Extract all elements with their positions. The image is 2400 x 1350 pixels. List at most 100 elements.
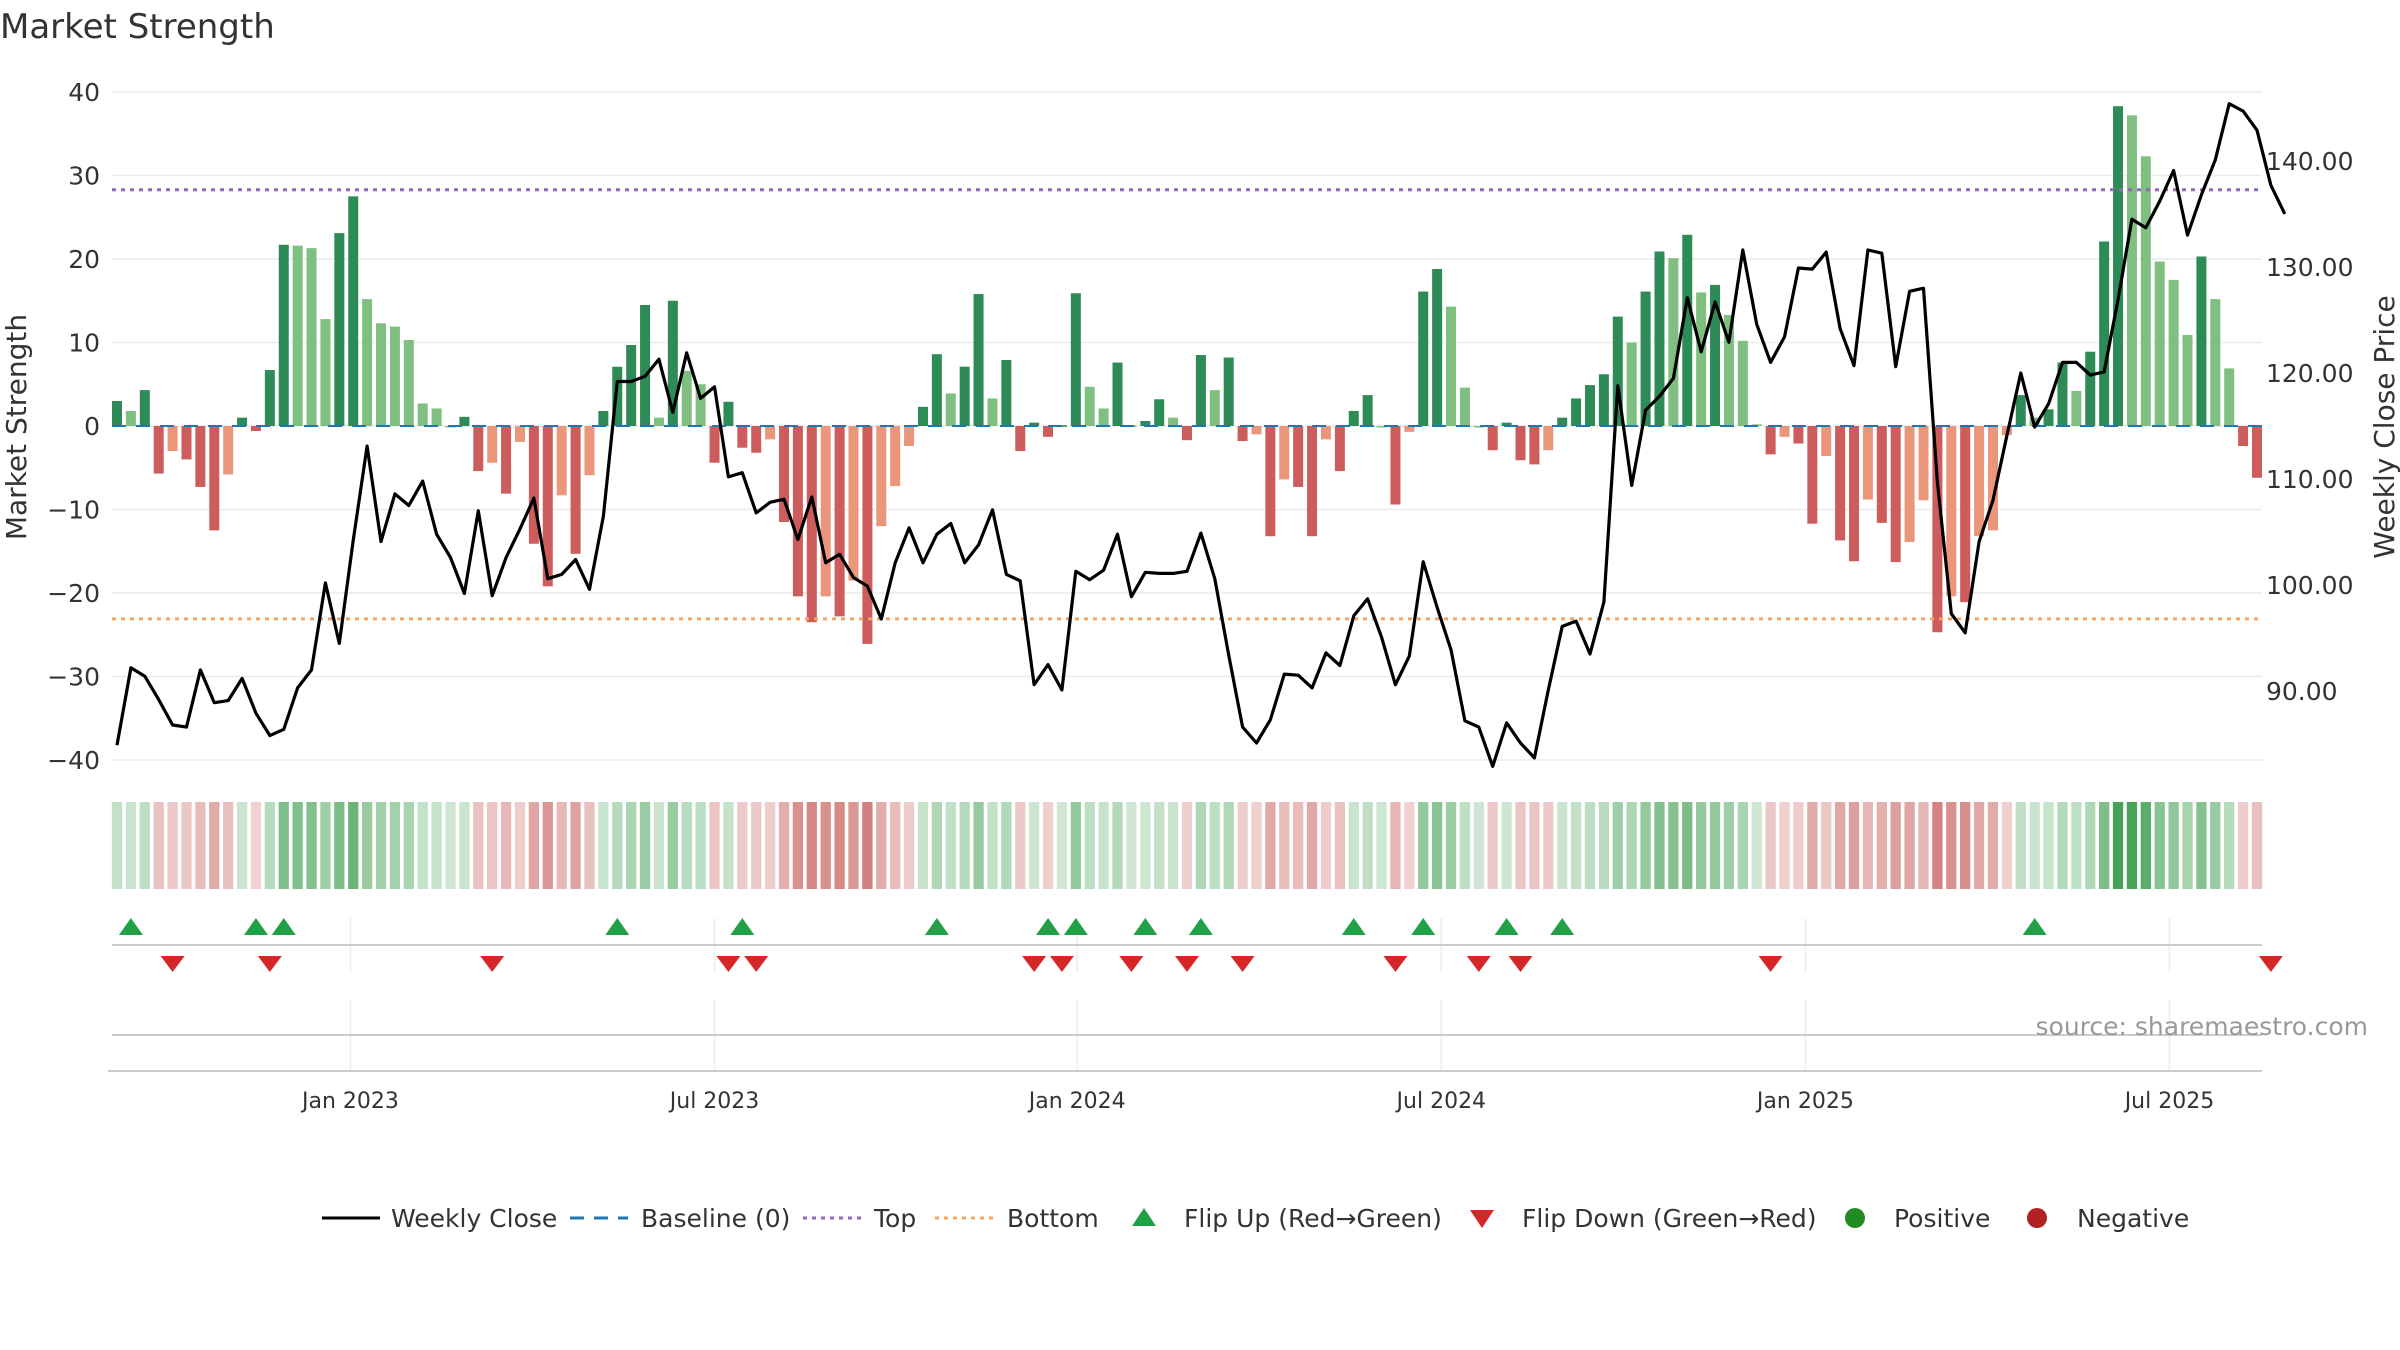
- heat-cell: [500, 802, 512, 889]
- strength-bar: [1376, 426, 1387, 428]
- legend-swatch-flip-up: [1132, 1208, 1156, 1226]
- strength-bar: [1557, 417, 1568, 426]
- y-tick-label: 0: [84, 412, 100, 441]
- strength-bar: [320, 319, 331, 426]
- strength-bar: [1584, 385, 1595, 426]
- heat-cell: [2071, 802, 2082, 889]
- legend-label: Weekly Close: [391, 1204, 557, 1233]
- y-tick-label: 20: [68, 245, 100, 274]
- x-tick-label: Jul 2024: [1395, 1089, 1487, 1114]
- strength-bar: [376, 323, 387, 426]
- flip-down-marker: [744, 956, 769, 972]
- heat-cell: [598, 802, 609, 889]
- heat-cell: [1890, 802, 1901, 889]
- heat-cell: [1557, 802, 1568, 889]
- heat-cell: [876, 802, 887, 889]
- strength-bar: [348, 196, 359, 426]
- strength-bar: [1821, 426, 1832, 457]
- heat-cell: [1723, 802, 1735, 889]
- heat-cell: [1515, 802, 1526, 889]
- legend-swatch-negative: [2027, 1208, 2047, 1228]
- heat-cell: [361, 802, 373, 889]
- heat-cell: [528, 802, 540, 889]
- strength-bar: [431, 408, 442, 426]
- heat-cell: [1431, 802, 1443, 889]
- heat-cell: [806, 802, 817, 889]
- heat-cell: [764, 802, 776, 889]
- strength-bar: [2099, 241, 2110, 426]
- heat-cell: [1973, 802, 1985, 889]
- flip-down-marker: [2258, 956, 2283, 972]
- strength-bar: [1696, 292, 1707, 426]
- legend-swatch-positive: [1845, 1208, 1865, 1228]
- heat-cell: [1084, 802, 1095, 889]
- heat-cell: [2112, 802, 2124, 889]
- y2-tick-label: 130.00: [2266, 253, 2353, 282]
- heat-cell: [737, 802, 748, 889]
- strength-bar: [1390, 426, 1401, 505]
- strength-bar: [1793, 426, 1804, 444]
- heat-cell: [1223, 802, 1234, 889]
- strength-bar: [403, 339, 414, 426]
- strength-bar: [1112, 362, 1123, 426]
- flip-down-marker: [257, 956, 282, 972]
- strength-bar: [1807, 426, 1818, 524]
- heat-cell: [223, 802, 234, 889]
- strength-bar: [209, 426, 220, 531]
- heat-cell: [2224, 802, 2235, 889]
- strength-bar: [2085, 351, 2096, 426]
- heat-cell: [1334, 802, 1345, 889]
- x-tick-label: Jan 2023: [300, 1089, 399, 1114]
- heat-cell: [1904, 802, 1915, 889]
- flip-down-marker: [1230, 956, 1255, 972]
- heat-cell: [570, 802, 581, 889]
- strength-bar: [1154, 399, 1165, 426]
- strength-bar: [2196, 256, 2207, 426]
- heat-cell: [1682, 802, 1693, 889]
- heat-cell: [931, 802, 943, 889]
- heat-cell: [1960, 802, 1971, 889]
- heat-cell: [890, 802, 901, 889]
- heat-cell: [639, 802, 651, 889]
- strength-bar: [1307, 426, 1318, 537]
- heat-cell: [348, 802, 359, 889]
- heat-cell: [1862, 802, 1874, 889]
- strength-bar: [1515, 426, 1526, 461]
- heat-cell: [2237, 802, 2249, 889]
- flip-up-marker: [1494, 918, 1519, 935]
- strength-bar: [1765, 426, 1776, 455]
- heat-cell: [2057, 802, 2068, 889]
- flip-up-marker: [1188, 918, 1213, 935]
- heat-cell: [709, 802, 720, 889]
- heat-cell: [1167, 802, 1179, 889]
- strength-bar: [779, 426, 790, 523]
- heat-cell: [695, 802, 706, 889]
- flip-down-marker: [1022, 956, 1047, 972]
- heat-cell: [1195, 802, 1207, 889]
- heat-cell: [1293, 802, 1304, 889]
- y2-tick-label: 120.00: [2266, 359, 2353, 388]
- strength-bar: [1571, 398, 1582, 426]
- flip-up-marker: [1036, 918, 1061, 935]
- heat-cell: [2251, 802, 2263, 889]
- flip-down-marker: [1466, 956, 1491, 972]
- heat-cell: [264, 802, 275, 889]
- legend-label: Top: [873, 1204, 916, 1233]
- strength-bar: [1932, 426, 1943, 633]
- heat-cell: [487, 802, 498, 889]
- strength-bar: [2140, 156, 2151, 427]
- strength-bar: [1543, 426, 1554, 451]
- strength-bar: [890, 426, 901, 487]
- strength-bar: [1835, 426, 1846, 541]
- strength-bar: [1029, 422, 1040, 426]
- strength-bar: [2126, 115, 2137, 426]
- heat-cell: [2210, 802, 2221, 889]
- heat-cell: [1487, 802, 1498, 889]
- strength-bar: [542, 426, 553, 587]
- heat-cell: [111, 802, 123, 889]
- y2-tick-label: 140.00: [2266, 147, 2353, 176]
- strength-bar: [1098, 408, 1109, 426]
- strength-bar: [1876, 426, 1887, 523]
- heat-cell: [1668, 802, 1679, 889]
- strength-bar: [1334, 426, 1345, 472]
